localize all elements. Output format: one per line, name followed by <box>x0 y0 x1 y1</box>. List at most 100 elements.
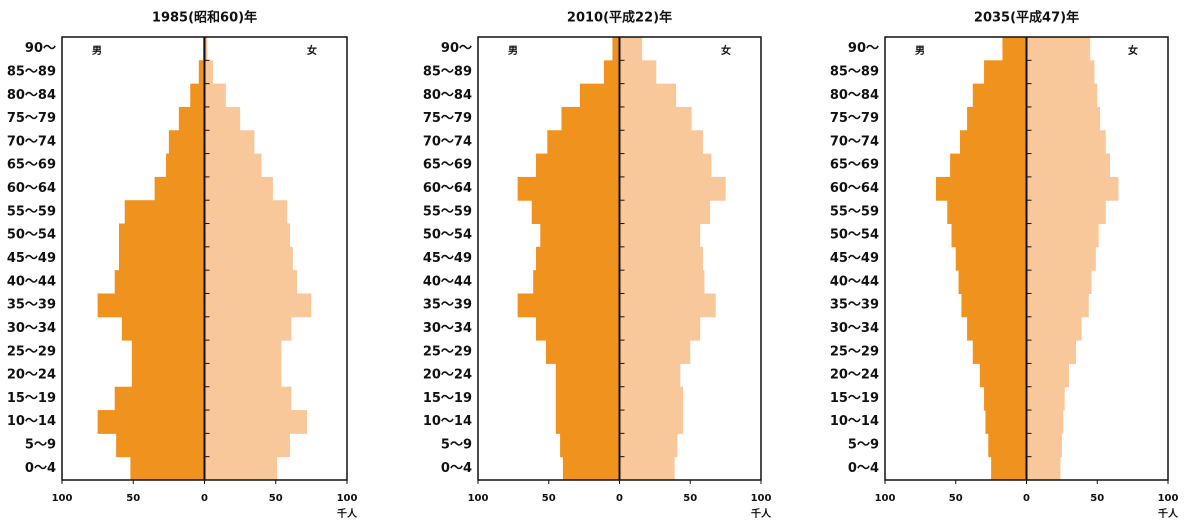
bar <box>619 37 643 61</box>
bar <box>1026 316 1082 341</box>
y-tick-label: 10〜14 <box>7 414 56 429</box>
x-tick-label: 100 <box>875 493 896 504</box>
y-tick-label: 20〜24 <box>830 368 879 383</box>
bar <box>204 386 292 411</box>
y-tick-label: 60〜64 <box>423 181 472 196</box>
bar <box>97 293 205 318</box>
bar <box>612 37 620 61</box>
y-tick-label: 30〜34 <box>830 321 879 336</box>
bar <box>1026 223 1099 248</box>
bar <box>540 223 620 248</box>
y-tick-label: 15〜19 <box>830 391 879 406</box>
x-tick-label: 100 <box>468 493 489 504</box>
x-tick-label: 0 <box>1023 493 1030 504</box>
y-tick-label: 90〜 <box>441 41 472 56</box>
bar <box>119 246 205 271</box>
bar <box>154 176 205 201</box>
y-tick-label: 80〜84 <box>7 88 56 103</box>
bar <box>204 410 308 434</box>
y-tick-label: 30〜34 <box>7 321 56 336</box>
y-tick-label: 90〜 <box>25 41 56 56</box>
bar <box>1026 176 1119 201</box>
y-tick-label: 20〜24 <box>423 368 472 383</box>
bar <box>619 153 712 178</box>
y-tick-label: 80〜84 <box>423 88 472 103</box>
bar <box>619 456 675 481</box>
bar <box>619 60 657 85</box>
bar <box>204 83 226 108</box>
y-tick-label: 35〜39 <box>7 298 56 313</box>
y-tick-label: 35〜39 <box>830 298 879 313</box>
bar <box>204 200 288 225</box>
bar <box>619 293 716 318</box>
bar <box>979 363 1027 388</box>
legend-label: 女 <box>721 44 731 57</box>
bar <box>967 106 1027 131</box>
y-tick-label: 5〜9 <box>441 438 472 453</box>
x-tick-label: 100 <box>751 493 772 504</box>
bar <box>619 316 701 341</box>
bar <box>1026 410 1064 434</box>
bar <box>619 200 711 225</box>
x-tick-label: 50 <box>269 493 283 504</box>
bar <box>178 106 205 131</box>
y-tick-label: 40〜44 <box>423 274 472 289</box>
bar <box>204 37 208 61</box>
bar <box>603 60 620 85</box>
bar <box>984 60 1027 85</box>
bar <box>536 153 620 178</box>
y-tick-label: 15〜19 <box>423 391 472 406</box>
bar <box>204 433 290 458</box>
x-tick-label: 50 <box>542 493 556 504</box>
bar <box>517 176 620 201</box>
legend-label: 男 <box>508 45 518 57</box>
bar <box>959 130 1027 155</box>
x-tick-label: 50 <box>683 493 697 504</box>
bar <box>204 340 282 364</box>
bar <box>1026 270 1092 294</box>
y-tick-label: 60〜64 <box>7 181 56 196</box>
bar <box>204 153 262 178</box>
y-tick-label: 50〜54 <box>830 228 879 243</box>
legend-label: 女 <box>1128 44 1138 57</box>
bar <box>1026 60 1095 85</box>
bar <box>619 386 684 411</box>
bar <box>1026 106 1101 131</box>
y-tick-label: 50〜54 <box>423 228 472 243</box>
bar <box>1026 200 1106 225</box>
x-tick-label: 50 <box>1090 493 1104 504</box>
bar <box>984 386 1027 411</box>
y-tick-label: 55〜59 <box>423 204 472 219</box>
y-tick-label: 75〜79 <box>830 111 879 126</box>
bar <box>951 223 1027 248</box>
bar <box>1002 37 1027 61</box>
bar <box>1026 386 1065 411</box>
y-tick-label: 40〜44 <box>7 274 56 289</box>
bar <box>619 340 691 364</box>
bar <box>619 433 678 458</box>
bar <box>935 176 1027 201</box>
chart-title: 1985(昭和60)年 <box>152 10 257 26</box>
y-tick-label: 20〜24 <box>7 368 56 383</box>
bar <box>204 223 290 248</box>
y-tick-label: 75〜79 <box>7 111 56 126</box>
bar <box>198 60 205 85</box>
bar <box>991 456 1027 481</box>
y-tick-label: 70〜74 <box>7 134 56 149</box>
bar <box>619 246 703 271</box>
legend-label: 女 <box>307 44 317 57</box>
x-axis-unit: 千人 <box>751 507 772 520</box>
y-tick-label: 50〜54 <box>7 228 56 243</box>
y-tick-label: 55〜59 <box>830 204 879 219</box>
bar <box>204 60 214 85</box>
y-tick-label: 10〜14 <box>830 414 879 429</box>
chart-title: 2010(平成22)年 <box>567 10 672 26</box>
y-tick-label: 65〜69 <box>7 158 56 173</box>
bar <box>204 456 278 481</box>
bar <box>961 293 1027 318</box>
bar <box>1026 83 1098 108</box>
bar <box>533 270 620 294</box>
bar <box>562 456 620 481</box>
